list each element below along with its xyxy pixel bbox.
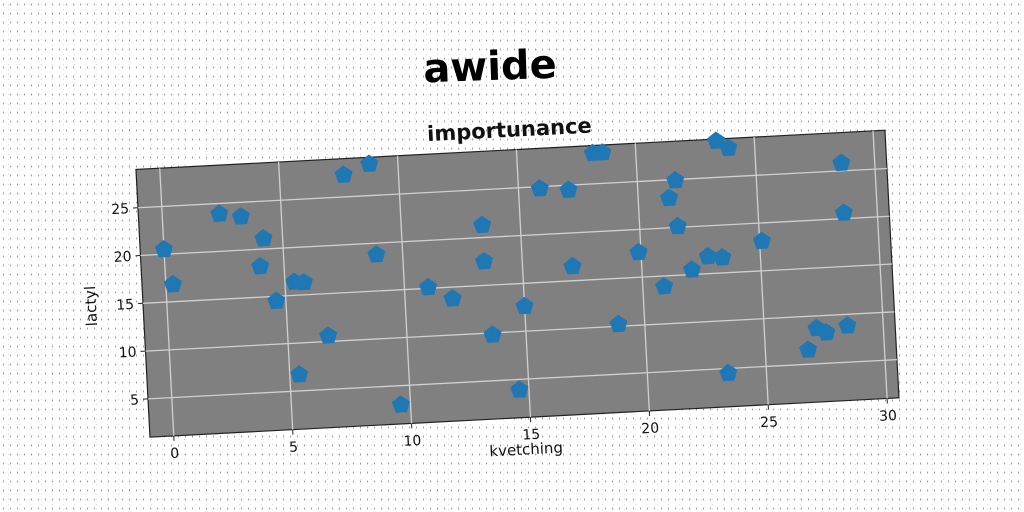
- x-tick-label: 15: [522, 427, 541, 444]
- data-point: [360, 154, 379, 172]
- data-point: [655, 277, 674, 295]
- data-point: [419, 277, 438, 296]
- data-point: [251, 257, 270, 275]
- y-gridline: [137, 167, 887, 209]
- y-tick-label: 15: [116, 297, 135, 314]
- data-point: [391, 395, 410, 413]
- data-point: [666, 170, 685, 189]
- tick-labels: 0 5 10 15 20 25 30 5 10 15 20 25: [111, 201, 898, 462]
- data-point: [290, 365, 309, 383]
- data-point: [319, 326, 338, 344]
- data-point: [832, 153, 851, 172]
- x-tick-label: 30: [879, 408, 898, 425]
- data-point: [719, 138, 738, 157]
- y-tick-label: 25: [111, 201, 130, 218]
- data-point: [563, 256, 582, 275]
- x-tick-label: 10: [403, 433, 422, 450]
- data-point: [834, 203, 853, 221]
- axes: 0 5 10 15 20 25 30 5 10 15 20 25 importunance kvetc…: [81, 114, 900, 462]
- y-gridline: [142, 263, 892, 304]
- chart-suptitle: awide: [423, 42, 558, 93]
- data-point: [474, 251, 493, 270]
- data-point: [838, 316, 857, 334]
- data-point: [682, 260, 701, 278]
- y-gridline: [140, 215, 890, 257]
- data-point: [473, 215, 492, 234]
- x-tick-label: 0: [170, 446, 180, 462]
- data-point: [799, 340, 818, 358]
- y-tick-label: 10: [118, 345, 137, 362]
- x-tick-label: 20: [641, 420, 660, 437]
- data-point: [334, 165, 353, 183]
- data-point: [294, 272, 313, 291]
- y-tick-label: 5: [130, 392, 140, 408]
- data-point: [659, 188, 679, 207]
- data-point: [559, 180, 578, 198]
- data-point: [593, 143, 612, 161]
- data-point: [163, 275, 182, 293]
- data-point: [698, 246, 717, 265]
- data-point: [254, 229, 273, 247]
- data-points: [154, 131, 857, 413]
- data-point: [752, 231, 771, 250]
- gridlines: [137, 130, 897, 436]
- y-gridline: [147, 358, 897, 400]
- data-point: [719, 363, 738, 382]
- data-point: [713, 248, 732, 266]
- data-point: [629, 242, 648, 261]
- y-tick-label: 20: [113, 249, 132, 266]
- data-point: [367, 245, 386, 263]
- x-tick-label: 25: [760, 414, 779, 431]
- x-axis-label: kvetching: [489, 439, 563, 461]
- data-point: [530, 179, 549, 197]
- data-point: [443, 289, 462, 307]
- data-point: [210, 204, 229, 222]
- data-point: [267, 291, 286, 310]
- data-point: [483, 325, 502, 343]
- x-tick-label: 5: [289, 439, 299, 455]
- data-point: [231, 207, 250, 225]
- data-point: [515, 296, 534, 315]
- data-point: [609, 314, 628, 333]
- data-point: [154, 240, 173, 258]
- data-point: [668, 216, 687, 235]
- axes-title: importunance: [427, 114, 593, 147]
- y-gridline: [145, 311, 895, 352]
- data-point: [817, 323, 836, 341]
- y-axis-label: lactyl: [81, 285, 101, 326]
- data-point: [510, 380, 529, 398]
